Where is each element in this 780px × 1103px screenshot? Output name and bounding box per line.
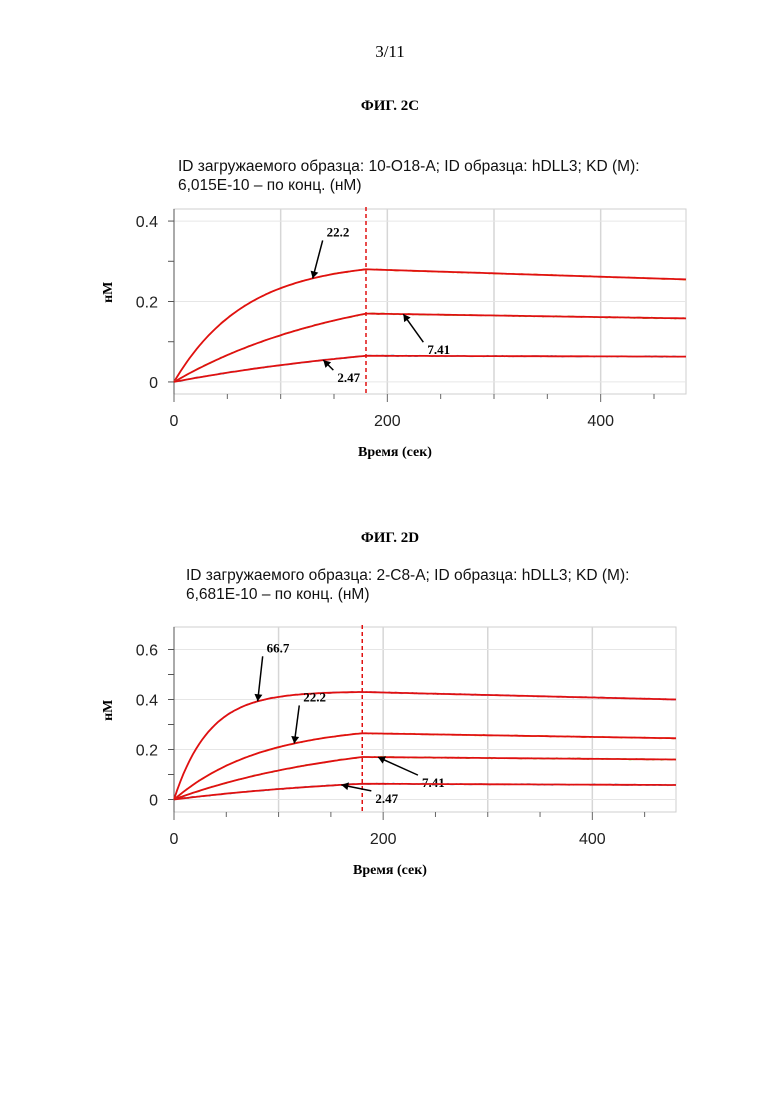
- series-label-66.7: 66.7: [267, 640, 290, 655]
- x-tick-label: 400: [579, 831, 606, 848]
- x-tick-label: 0: [170, 831, 179, 848]
- x-tick-label: 200: [370, 831, 397, 848]
- y-tick-label: 0.4: [136, 693, 158, 710]
- y-tick-label: 0.2: [136, 743, 158, 760]
- series-label-7.41: 7.41: [422, 775, 445, 790]
- y-tick-label: 0.6: [136, 643, 158, 660]
- y-axis-title: нМ: [101, 700, 116, 721]
- binding-chart-2d: 0 0.2 0.4 0.6 0 200 400 Время (сек) нМ 66.7 22.2 7.…: [0, 0, 780, 880]
- x-axis-title: Время (сек): [353, 863, 427, 878]
- y-tick-label: 0: [149, 793, 158, 810]
- series-label-22.2: 22.2: [303, 689, 326, 704]
- series-label-2.47: 2.47: [375, 791, 398, 806]
